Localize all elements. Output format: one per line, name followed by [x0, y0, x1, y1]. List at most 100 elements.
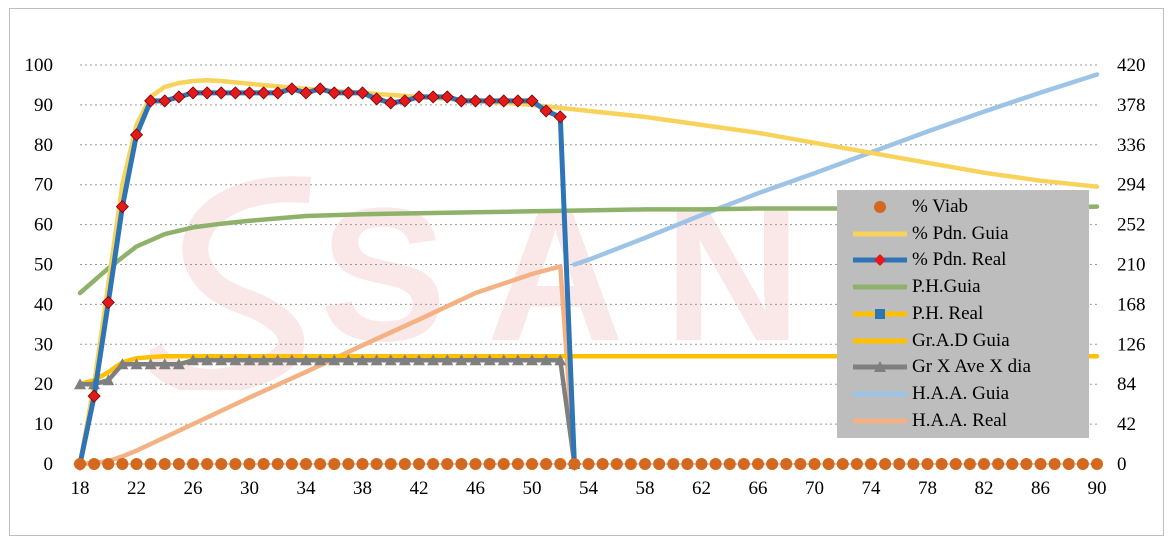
legend-swatch: [853, 418, 907, 424]
legend-swatch: [853, 231, 907, 237]
data-point: [497, 354, 510, 366]
data-point: [413, 354, 425, 366]
legend-item: Gr X Ave X dia: [837, 355, 1089, 379]
legend-label: P.H.Guia: [912, 276, 981, 298]
legend-label: Gr X Ave X dia: [912, 356, 1031, 378]
data-point: [540, 354, 553, 366]
y-right-tick-label: 378: [1117, 95, 1146, 116]
data-point: [780, 458, 793, 470]
data-point: [483, 354, 496, 366]
data-point: [228, 86, 242, 100]
legend-label: % Pdn. Real: [912, 249, 1007, 271]
y-right-tick-label: 168: [1117, 294, 1146, 315]
series--pdn-real: [73, 82, 581, 471]
series--viab: [74, 458, 1103, 470]
data-point: [1034, 458, 1047, 470]
data-point: [158, 94, 172, 108]
x-tick-label: 90: [1088, 478, 1107, 499]
x-tick-label: 26: [184, 478, 203, 499]
data-point: [214, 86, 228, 100]
data-point: [1076, 458, 1089, 470]
y-left-tick-label: 30: [34, 334, 53, 355]
data-point: [511, 94, 525, 108]
data-point: [271, 86, 285, 100]
x-tick-label: 86: [1031, 478, 1050, 499]
data-point: [921, 458, 934, 470]
data-point: [215, 354, 228, 366]
data-point: [554, 458, 567, 470]
x-tick-label: 70: [805, 478, 824, 499]
data-point: [907, 458, 920, 470]
y-left-tick-label: 0: [44, 454, 54, 475]
data-point: [370, 354, 383, 366]
data-point: [539, 104, 553, 118]
data-point: [242, 86, 257, 100]
series-h-a-a-real: [77, 264, 577, 467]
y-left-tick-label: 70: [34, 175, 53, 196]
y-right-tick-label: 126: [1117, 334, 1146, 355]
y-right-tick-label: 42: [1117, 414, 1136, 435]
data-point: [285, 458, 298, 470]
legend-swatch: [853, 361, 907, 373]
data-point: [257, 86, 271, 100]
data-point: [370, 458, 383, 470]
data-point: [766, 458, 779, 470]
legend-item: H.A.A. Real: [837, 409, 1089, 433]
legend-label: Gr.A.D Guia: [912, 329, 1010, 351]
y-right-tick-label: 252: [1117, 215, 1146, 236]
data-point: [455, 458, 468, 470]
data-point: [116, 358, 129, 370]
data-point: [794, 458, 807, 470]
series-h-a-a-guia: [572, 72, 1100, 267]
y-right-tick-label: 210: [1117, 255, 1146, 276]
y-right-tick-label: 0: [1117, 454, 1127, 475]
x-tick-label: 62: [692, 478, 711, 499]
data-point: [229, 458, 242, 470]
data-point: [384, 458, 397, 470]
data-point: [624, 458, 637, 470]
legend-swatch: [853, 254, 907, 267]
data-point: [356, 458, 369, 470]
data-point: [341, 86, 355, 100]
series-line: [77, 358, 577, 467]
data-point: [384, 354, 397, 366]
y-left-tick-labels: 0 10 20 30 40 50 60 70 80 90 100: [25, 55, 54, 475]
legend-label: % Pdn. Guia: [912, 222, 1009, 244]
data-point: [314, 458, 327, 470]
series-layer: [73, 72, 1103, 471]
data-point: [992, 458, 1005, 470]
data-point: [441, 458, 454, 470]
data-point: [144, 94, 158, 108]
y-left-tick-label: 100: [25, 55, 54, 76]
y-left-tick-label: 40: [34, 294, 53, 315]
y-left-tick-label: 10: [34, 414, 53, 435]
x-tick-label: 66: [749, 478, 768, 499]
data-point: [1048, 458, 1061, 470]
data-point: [440, 90, 454, 104]
data-point: [172, 358, 185, 370]
data-point: [469, 458, 482, 470]
data-point: [229, 354, 242, 366]
data-point: [299, 86, 313, 100]
data-point: [653, 458, 666, 470]
data-point: [865, 458, 877, 470]
data-point: [1020, 458, 1033, 470]
legend-swatch: [853, 308, 907, 319]
data-point: [412, 90, 426, 104]
legend-swatch: [853, 284, 907, 290]
data-point: [582, 458, 595, 470]
y-left-tick-label: 60: [34, 215, 53, 236]
x-tick-label: 42: [410, 478, 429, 499]
data-point: [88, 458, 101, 470]
x-tick-label: 50: [523, 478, 542, 499]
data-point: [384, 96, 398, 110]
data-point: [285, 82, 299, 96]
data-point: [808, 458, 821, 470]
data-point: [74, 458, 86, 470]
data-point: [695, 458, 708, 470]
data-point: [441, 354, 454, 366]
x-tick-label: 78: [918, 478, 937, 499]
legend-item: H.A.A. Guia: [837, 382, 1089, 406]
data-point: [723, 458, 736, 470]
data-point: [525, 94, 539, 108]
